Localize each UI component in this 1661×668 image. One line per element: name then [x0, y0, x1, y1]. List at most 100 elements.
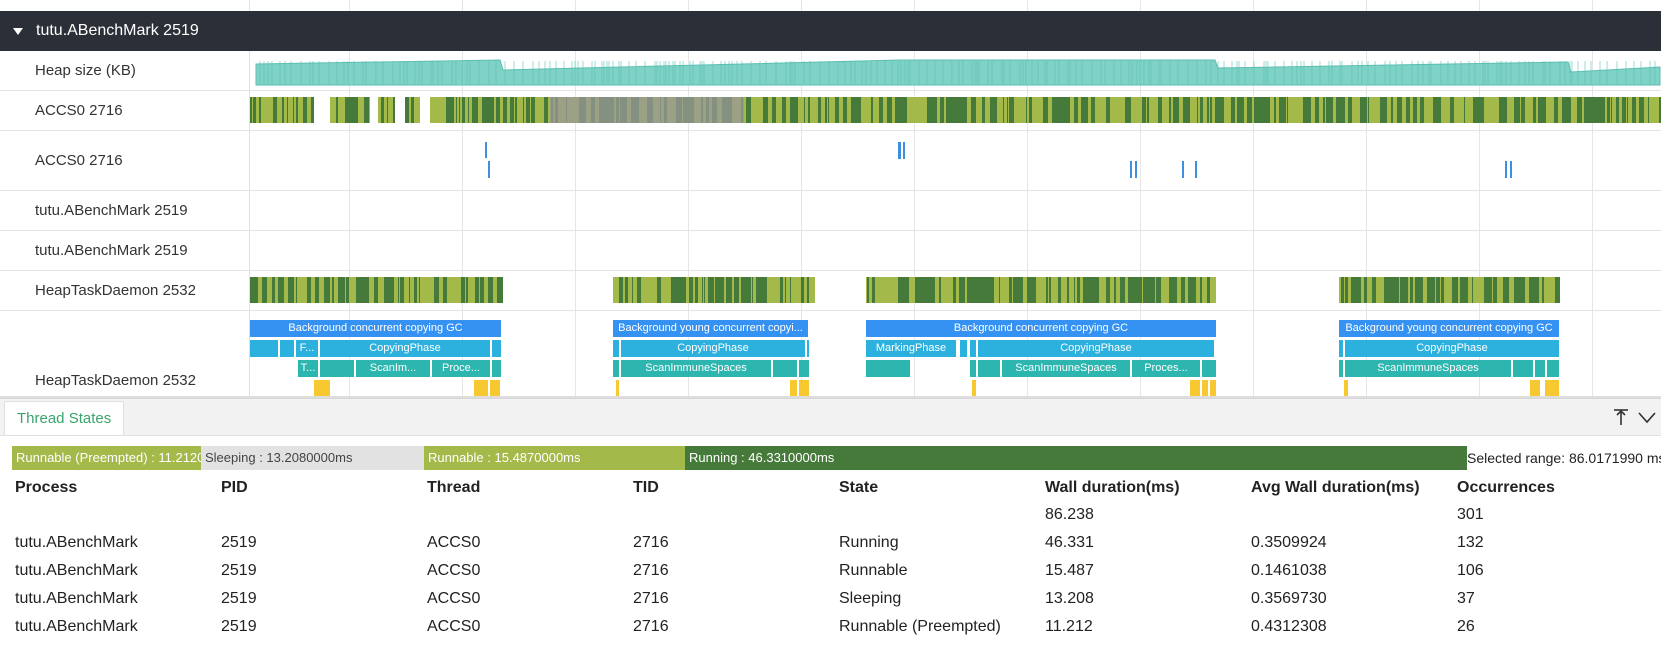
gc-slice[interactable]: Background concurrent copying GC	[866, 320, 1216, 337]
gc-slice[interactable]	[799, 360, 809, 377]
gc-slice[interactable]: MarkingPhase	[866, 340, 956, 357]
gc-slice[interactable]: ScanImmuneSpaces	[1002, 360, 1130, 377]
gc-slice[interactable]: Background concurrent copying GC	[250, 320, 501, 337]
state-stripe	[1399, 277, 1400, 303]
state-segment[interactable]: Runnable : 15.4870000ms	[424, 446, 685, 470]
track-row-heaptaskdaemon-states[interactable]: HeapTaskDaemon 2532	[0, 270, 1661, 311]
gc-slice[interactable]: Background young concurrent copying GC	[1339, 320, 1559, 337]
collapse-caret-icon[interactable]	[13, 27, 23, 35]
gc-slice[interactable]	[960, 340, 967, 357]
state-stripe	[507, 97, 510, 123]
state-stripe	[783, 277, 785, 303]
gc-slice[interactable]: F...	[296, 340, 318, 357]
gc-slice[interactable]	[320, 360, 354, 377]
thread-state-track[interactable]	[250, 277, 1661, 303]
state-stripe	[1378, 97, 1380, 123]
gc-slice[interactable]	[866, 360, 910, 377]
gc-slice[interactable]	[1535, 360, 1545, 377]
process-header[interactable]: tutu.ABenchMark 2519	[0, 11, 1661, 51]
column-header[interactable]: Thread	[427, 478, 481, 496]
gc-slice[interactable]	[807, 340, 809, 357]
slice-mark[interactable]	[1182, 161, 1184, 178]
gc-slice[interactable]	[250, 340, 278, 357]
gc-slice[interactable]	[492, 340, 501, 357]
slice-mark[interactable]	[485, 142, 487, 158]
column-header[interactable]: State	[839, 478, 879, 496]
track-row-main-1[interactable]: tutu.ABenchMark 2519	[0, 190, 1661, 231]
slice-mark[interactable]	[1130, 161, 1132, 178]
gc-slice[interactable]: T...	[298, 360, 318, 377]
state-stripe	[1080, 97, 1081, 123]
gc-slice[interactable]: Proces...	[1132, 360, 1200, 377]
state-stripe	[358, 97, 361, 123]
gc-slice[interactable]	[773, 360, 797, 377]
gc-slice[interactable]	[1202, 360, 1216, 377]
tab-thread-states[interactable]: Thread States	[4, 401, 125, 435]
state-stripe	[798, 97, 799, 123]
track-row-accs0-states[interactable]: ACCS0 2716	[0, 90, 1661, 131]
table-row[interactable]: tutu.ABenchMark 2519 ACCS0 2716 Runnable…	[15, 557, 1637, 585]
table-row[interactable]: tutu.ABenchMark 2519 ACCS0 2716 Runnable…	[15, 613, 1637, 641]
state-stripe	[1265, 97, 1269, 123]
pin-top-icon[interactable]	[1611, 407, 1631, 427]
gc-slice[interactable]: CopyingPhase	[320, 340, 490, 357]
state-stripe	[1238, 97, 1242, 123]
state-stripe	[668, 277, 669, 303]
column-header[interactable]: Avg Wall duration(ms)	[1251, 478, 1420, 496]
track-row-heap[interactable]: Heap size (KB)	[0, 51, 1661, 91]
column-header[interactable]: Wall duration(ms)	[1045, 478, 1180, 496]
column-header[interactable]: Process	[15, 478, 78, 496]
gc-slice[interactable]: CopyingPhase	[621, 340, 805, 357]
column-header[interactable]: Occurrences	[1457, 478, 1555, 496]
gc-slice[interactable]: ScanImmuneSpaces	[1345, 360, 1511, 377]
gc-slice[interactable]: Proce...	[432, 360, 490, 377]
slice-mark[interactable]	[1505, 161, 1507, 178]
gc-slice[interactable]: ScanIm...	[356, 360, 430, 377]
track-row-accs0-slices[interactable]: ACCS0 2716	[0, 130, 1661, 191]
gc-slice[interactable]	[1513, 360, 1533, 377]
state-segment[interactable]: Running : 46.3310000ms	[685, 446, 1467, 470]
gc-slice[interactable]: Background young concurrent copyi...	[613, 320, 808, 337]
gc-slice[interactable]	[978, 360, 1000, 377]
gc-slice[interactable]: ScanImmuneSpaces	[621, 360, 771, 377]
gc-slice[interactable]	[613, 360, 619, 377]
state-stripe	[1555, 277, 1557, 303]
gc-slice[interactable]	[1547, 360, 1559, 377]
slice-mark[interactable]	[903, 142, 905, 159]
state-segment[interactable]: Runnable (Preempted) : 11.2120000ms	[12, 446, 201, 470]
state-stripe	[1363, 97, 1367, 123]
gc-slice[interactable]	[613, 340, 619, 357]
gc-slice[interactable]	[970, 360, 976, 377]
timeline-scrollbar[interactable]	[0, 396, 1661, 398]
gc-slice[interactable]: CopyingPhase	[1345, 340, 1559, 357]
track-row-main-2[interactable]: tutu.ABenchMark 2519	[0, 230, 1661, 271]
gc-slice[interactable]: CopyingPhase	[978, 340, 1214, 357]
state-stripe	[1184, 277, 1185, 303]
gc-slice[interactable]	[970, 340, 976, 357]
gc-marker	[314, 380, 330, 396]
thread-state-track[interactable]	[250, 97, 1661, 123]
slice-mark[interactable]	[1135, 161, 1137, 178]
chevron-down-icon[interactable]	[1637, 407, 1657, 427]
gc-slice[interactable]	[492, 360, 501, 377]
slice-mark[interactable]	[1510, 161, 1512, 178]
total-occurrences: 301	[1457, 506, 1484, 523]
table-row[interactable]: tutu.ABenchMark 2519 ACCS0 2716 Running …	[15, 529, 1637, 557]
gc-slice[interactable]	[280, 340, 294, 357]
table-row[interactable]: tutu.ABenchMark 2519 ACCS0 2716 Sleeping…	[15, 585, 1637, 613]
table-total-row[interactable]: 86.238 301	[15, 501, 1637, 529]
track-row-heaptaskdaemon-slices[interactable]: HeapTaskDaemon 2532 Background concurren…	[0, 310, 1661, 396]
heap-size-graph[interactable]	[250, 51, 1661, 90]
state-stripe	[330, 277, 332, 303]
gc-slice[interactable]	[1339, 340, 1343, 357]
state-stripe	[1155, 277, 1156, 303]
column-header[interactable]: TID	[633, 478, 659, 496]
state-segment[interactable]: Sleeping : 13.2080000ms	[201, 446, 424, 470]
slice-mark[interactable]	[898, 142, 901, 159]
column-header[interactable]: PID	[221, 478, 248, 496]
state-stripe	[1521, 97, 1525, 123]
gc-slice[interactable]	[1339, 360, 1343, 377]
slice-mark[interactable]	[1195, 161, 1197, 178]
state-stripe	[1169, 277, 1173, 303]
slice-mark[interactable]	[488, 161, 490, 178]
